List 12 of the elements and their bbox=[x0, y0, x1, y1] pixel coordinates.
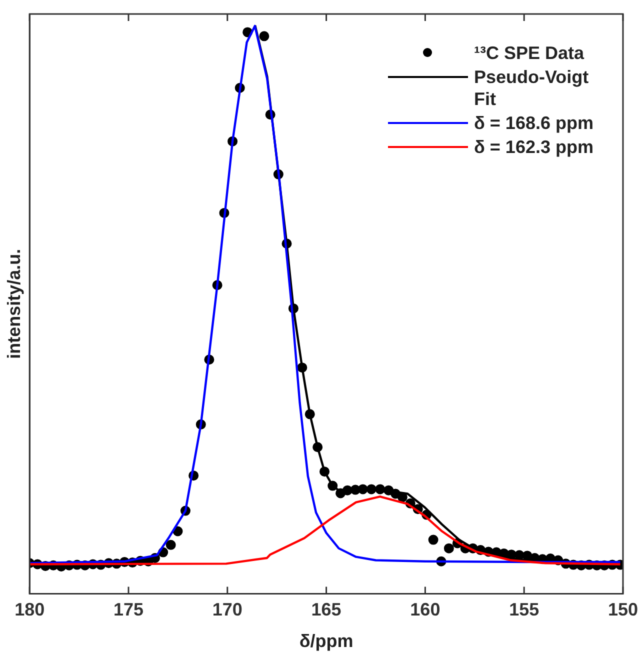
x-tick-label: 155 bbox=[509, 600, 540, 620]
x-tick-label: 175 bbox=[113, 600, 144, 620]
x-tick-label: 170 bbox=[212, 600, 242, 620]
x-tick-label: 160 bbox=[410, 600, 440, 620]
x-tick-label: 150 bbox=[608, 600, 638, 620]
legend-label: δ = 168.6 ppm bbox=[474, 112, 594, 134]
y-axis-title: intensity/a.u. bbox=[4, 248, 24, 359]
x-axis-title: δ/ppm bbox=[299, 631, 354, 652]
legend-label: ¹³C SPE Data bbox=[474, 42, 584, 64]
legend-label: δ = 162.3 ppm bbox=[474, 136, 594, 158]
x-tick-label: 165 bbox=[311, 600, 342, 620]
x-tick-label: 180 bbox=[14, 600, 45, 620]
